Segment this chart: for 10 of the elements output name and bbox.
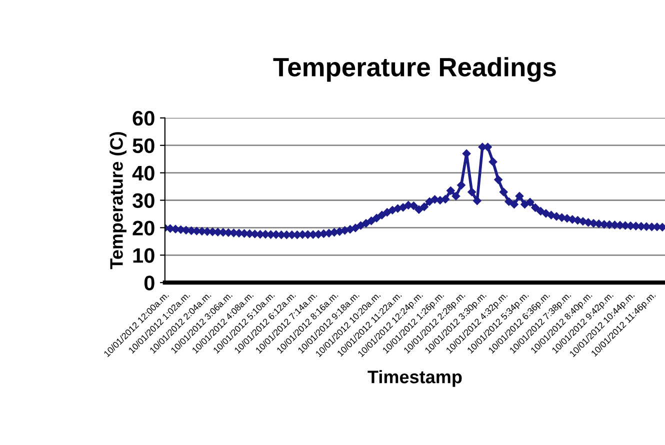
y-tick-label: 40 — [132, 166, 154, 181]
y-tick-label: 50 — [132, 138, 154, 154]
y-tick-label: 60 — [132, 110, 154, 126]
y-axis-title: Temperature (C) — [110, 132, 126, 270]
chart-title: Temperature Readings — [273, 57, 556, 82]
y-tick-label: 20 — [132, 220, 154, 236]
y-tick-label: 0 — [144, 276, 154, 290]
y-tick-label: 10 — [133, 248, 154, 263]
x-axis-title: Timestamp — [368, 370, 462, 387]
y-tick-label: 30 — [132, 193, 154, 208]
